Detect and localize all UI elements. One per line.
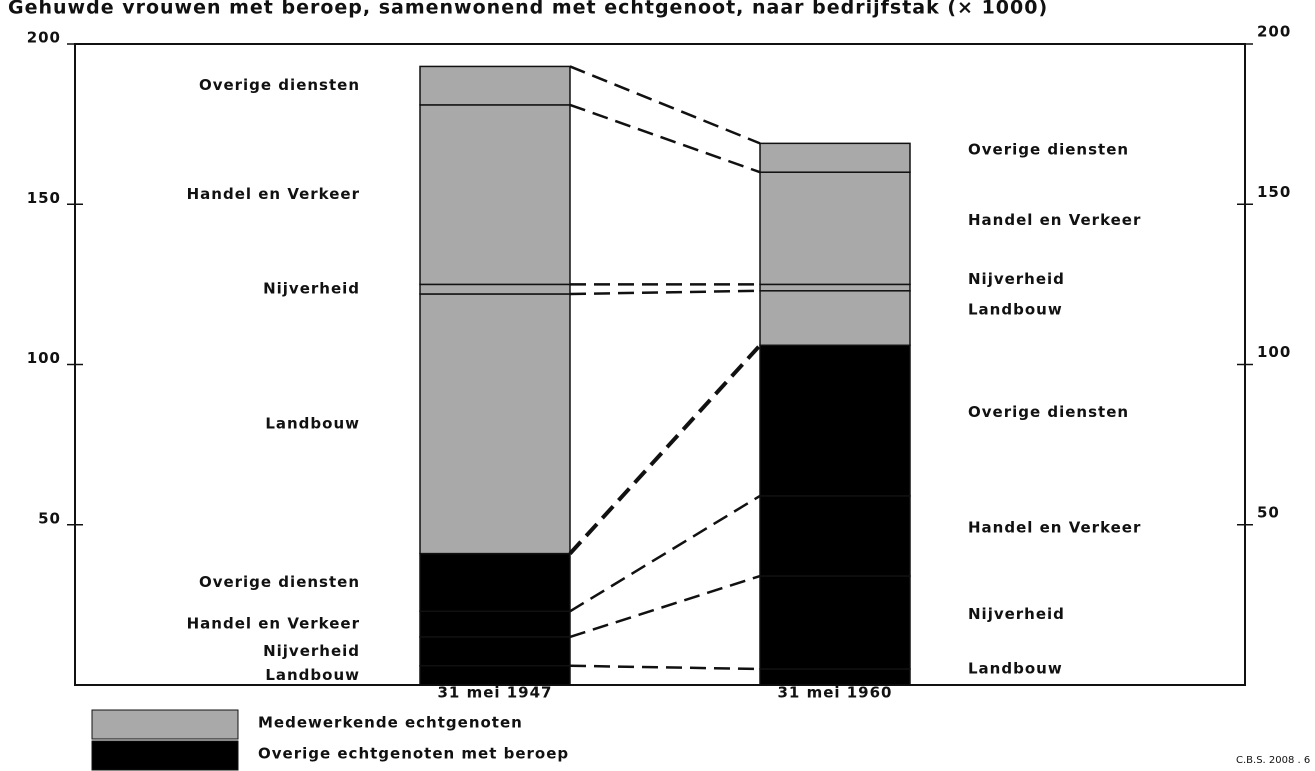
connector <box>568 343 762 555</box>
bar-segment <box>759 495 911 577</box>
segment-label: Handel en Verkeer <box>187 185 360 203</box>
segment-label: Landbouw <box>265 666 360 684</box>
source-note: C.B.S. 2008 . 6 <box>1236 755 1310 766</box>
segment-label: Nijverheid <box>263 280 360 298</box>
y-tick-label: 100 <box>27 349 61 367</box>
y-tick-label: 50 <box>38 509 61 527</box>
connector <box>569 494 761 613</box>
chart-title: Gehuwde vrouwen met beroep, samenwonend … <box>8 0 1048 19</box>
connector <box>569 65 761 145</box>
legend-swatch <box>91 709 239 740</box>
legend-swatch <box>91 740 239 771</box>
segment-label: Handel en Verkeer <box>187 615 360 633</box>
bar-segment <box>759 344 911 497</box>
y2-tick-label: 100 <box>1257 343 1291 361</box>
bar-segment <box>419 65 571 106</box>
segment-label: Landbouw <box>968 301 1063 319</box>
bar-segment <box>419 283 571 295</box>
connector <box>569 574 761 639</box>
bar-segment <box>759 575 911 670</box>
segment-label: Handel en Verkeer <box>968 518 1141 536</box>
segment-label: Landbouw <box>265 414 360 432</box>
y2-tick-label: 200 <box>1257 23 1291 41</box>
segment-label: Overige diensten <box>199 76 360 94</box>
segment-label: Handel en Verkeer <box>968 211 1141 229</box>
y2-tick-label: 150 <box>1257 183 1291 201</box>
y-tick-label: 150 <box>27 189 61 207</box>
segment-label: Overige diensten <box>968 140 1129 158</box>
x-tick-label: 31 mei 1947 <box>437 684 552 702</box>
bar-segment <box>419 610 571 638</box>
segment-label: Overige diensten <box>199 573 360 591</box>
connector <box>569 103 761 174</box>
segment-label: Landbouw <box>968 659 1063 677</box>
bar-segment <box>759 290 911 347</box>
bar-segment <box>419 104 571 286</box>
bar-segment <box>419 636 571 667</box>
connector <box>569 289 761 296</box>
bar-segment <box>759 171 911 286</box>
segment-label: Nijverheid <box>263 642 360 660</box>
bar-segment <box>419 665 571 686</box>
segment-label: Nijverheid <box>968 605 1065 623</box>
legend-label: Overige echtgenoten met beroep <box>258 745 569 763</box>
legend-label: Medewerkende echtgenoten <box>258 714 523 732</box>
bar-segment <box>759 142 911 173</box>
connector <box>569 664 761 671</box>
y2-tick-label: 50 <box>1257 503 1280 521</box>
segment-label: Nijverheid <box>968 270 1065 288</box>
bar-segment <box>419 293 571 555</box>
x-tick-label: 31 mei 1960 <box>777 684 892 702</box>
bar-segment <box>759 283 911 292</box>
segment-label: Overige diensten <box>968 403 1129 421</box>
y-tick-label: 200 <box>27 29 61 47</box>
bar-segment <box>419 552 571 613</box>
